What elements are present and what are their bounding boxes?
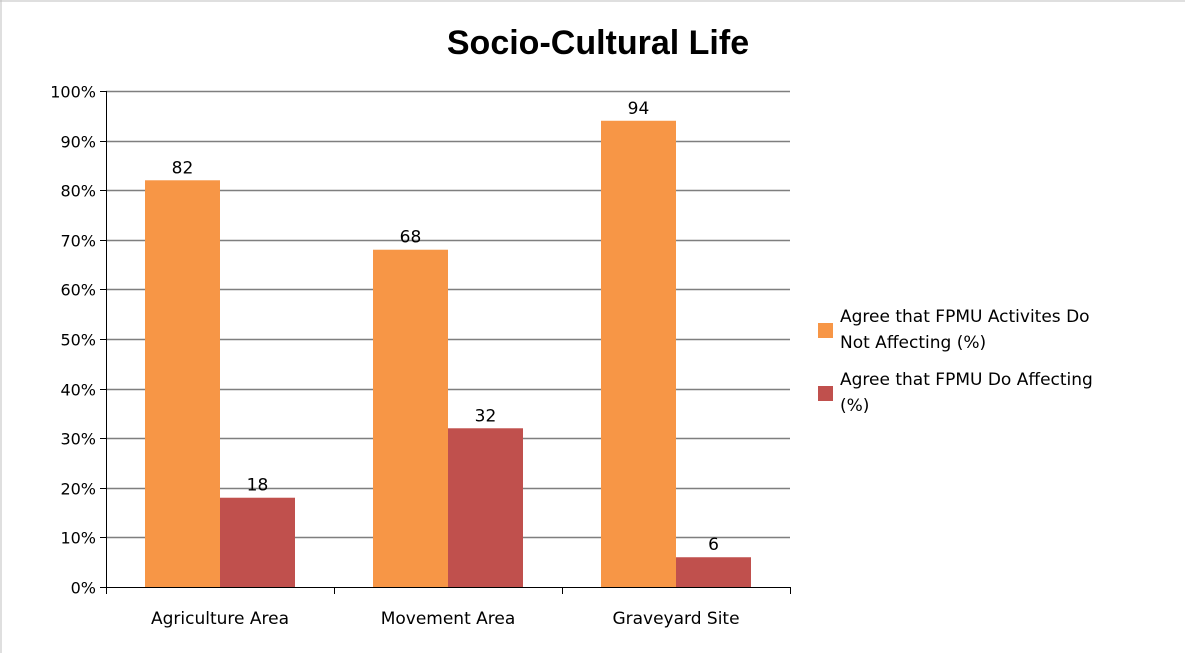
data-label: 6 [708,535,719,555]
legend-swatch [818,323,833,338]
y-tick-label: 60% [60,281,96,300]
y-tick-label: 50% [60,331,96,350]
y-tick-label: 90% [60,133,96,152]
plot-area: 0% 10% 20% 30% 40% 50% 60% 70% 80% 90% 100% 82 18 Agr… [50,83,791,629]
legend: Agree that FPMU Activites Do Not Affectin… [818,307,1093,416]
bar [676,557,751,587]
bar [601,120,676,587]
data-label: 18 [247,476,269,496]
bar [448,428,523,587]
bar [220,497,295,587]
bar [145,180,220,587]
y-tick-label: 100% [50,83,96,102]
data-label: 94 [628,99,650,119]
y-tick-label: 10% [60,529,96,548]
x-category-label: Graveyard Site [612,609,739,629]
legend-label: Not Affecting (%) [840,333,986,353]
y-tick-label: 40% [60,381,96,400]
legend-swatch [818,386,833,401]
y-tick-label: 70% [60,232,96,251]
y-tick-label: 20% [60,480,96,499]
data-label: 32 [475,406,497,426]
chart-title: Socio-Cultural Life [447,24,749,62]
legend-label: Agree that FPMU Activites Do [840,307,1090,327]
y-tick-label: 80% [60,182,96,201]
legend-label: (%) [840,396,869,416]
x-category-label: Movement Area [381,609,516,629]
y-tick-label: 0% [71,579,96,598]
bar [373,249,448,587]
legend-label: Agree that FPMU Do Affecting [840,370,1093,390]
x-category-label: Agriculture Area [151,609,289,629]
data-label: 68 [400,228,422,248]
y-tick-label: 30% [60,430,96,449]
data-label: 82 [172,158,194,178]
